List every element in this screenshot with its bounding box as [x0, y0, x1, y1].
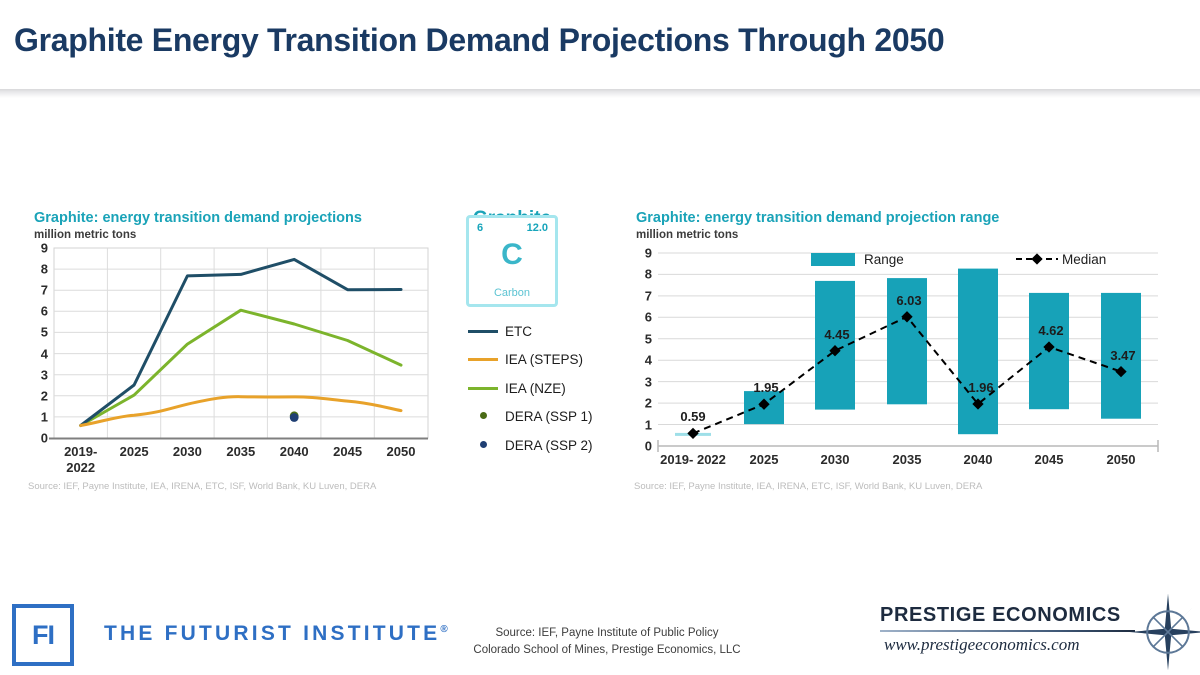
fi-monogram: FI: [32, 620, 55, 650]
right-ytick: 0: [644, 438, 652, 454]
left-ytick: 1: [40, 409, 48, 425]
right-xtick: 2035: [892, 452, 922, 467]
left-chart-title: Graphite: energy transition demand proje…: [34, 210, 362, 226]
point-dera-ssp2: [289, 413, 299, 422]
range-bar: [887, 278, 927, 405]
legend-dot-icon: [468, 436, 498, 454]
left-xtick: 2045: [333, 444, 363, 459]
left-ytick: 4: [40, 346, 48, 362]
series-etc: [79, 257, 403, 427]
header-divider: [0, 89, 1200, 98]
median-value-label: 1.96: [968, 380, 994, 395]
left-plot-area: [49, 247, 429, 440]
left-ytick: 3: [40, 367, 48, 383]
left-xtick: 2030: [172, 444, 202, 459]
left-ytick: 8: [40, 261, 48, 277]
right-ytick: 9: [644, 245, 652, 261]
footer-source-line-2: Colorado School of Mines, Prestige Econo…: [473, 644, 741, 656]
right-xtick: 2019- 2022: [660, 452, 726, 467]
legend-dot-icon: [468, 407, 498, 425]
legend-label: DERA (SSP 1): [505, 408, 593, 424]
legend-item-dera-ssp1[interactable]: DERA (SSP 1): [468, 407, 593, 425]
series-iea-nze: [79, 308, 403, 427]
legend-label-median: Median: [1062, 252, 1107, 267]
legend-label: IEA (STEPS): [505, 351, 584, 367]
right-xtick: 2050: [1106, 452, 1136, 467]
right-ytick: 1: [644, 417, 652, 432]
footer-source: Source: IEF, Payne Institute of Public P…: [462, 625, 752, 659]
legend-item-iea-nze[interactable]: IEA (NZE): [468, 379, 566, 397]
legend-label-range: Range: [864, 252, 904, 267]
left-chart: Graphite: energy transition demand proje…: [16, 196, 616, 496]
legend-label: DERA (SSP 2): [505, 437, 593, 453]
futurist-institute-logo: FI: [12, 604, 74, 666]
legend-item-etc[interactable]: ETC: [468, 322, 532, 340]
right-ytick: 3: [644, 374, 652, 390]
left-xtick: 2035: [226, 444, 256, 459]
right-chart-source: Source: IEF, Payne Institute, IEA, IRENA…: [634, 481, 983, 492]
left-chart-source: Source: IEF, Payne Institute, IEA, IRENA…: [28, 481, 377, 492]
right-plot-area: [657, 252, 1159, 452]
right-ytick: 8: [644, 266, 652, 282]
fi-wordmark-text: THE FUTURIST INSTITUTE: [104, 622, 441, 645]
right-ytick: 5: [644, 331, 652, 347]
footer-source-line-1: Source: IEF, Payne Institute of Public P…: [495, 627, 719, 639]
legend-item-dera-ssp2[interactable]: DERA (SSP 2): [468, 436, 593, 454]
left-ytick: 0: [40, 430, 48, 446]
legend-label: IEA (NZE): [505, 380, 566, 396]
legend-range-swatch: [811, 253, 855, 266]
left-xtick: 2040: [279, 444, 309, 459]
left-ytick: 2: [40, 388, 48, 404]
left-xtick: 2019- 2022: [64, 444, 98, 475]
right-chart-subtitle: million metric tons: [636, 229, 739, 241]
left-chart-subtitle: million metric tons: [34, 229, 137, 241]
legend-line-icon: [468, 329, 498, 333]
registered-trademark-icon: ®: [440, 624, 448, 635]
legend-line-icon: [468, 386, 498, 390]
right-ytick: 6: [644, 309, 652, 325]
element-atomic-number: 6: [477, 222, 484, 234]
right-chart: Graphite: energy transition demand proje…: [626, 196, 1186, 496]
left-ytick: 5: [40, 324, 48, 340]
right-ytick: 2: [644, 395, 652, 411]
median-value-label: 6.03: [896, 293, 922, 308]
prestige-economics-name: PRESTIGE ECONOMICS: [880, 604, 1121, 626]
element-atomic-mass: 12.0: [526, 222, 548, 234]
median-value-label: 4.62: [1038, 323, 1064, 338]
left-ytick: 9: [40, 240, 48, 256]
range-bar: [1101, 292, 1141, 419]
legend-label: ETC: [505, 323, 532, 339]
right-xtick: 2045: [1034, 452, 1064, 467]
legend-item-iea-steps[interactable]: IEA (STEPS): [468, 350, 583, 368]
right-xtick: 2025: [749, 452, 779, 467]
element-symbol: C: [501, 238, 523, 271]
right-chart-title: Graphite: energy transition demand proje…: [636, 210, 1000, 226]
prestige-economics-url: www.prestigeeconomics.com: [884, 635, 1080, 654]
left-xtick: 2050: [386, 444, 416, 459]
left-ytick: 6: [40, 303, 48, 319]
right-ytick: 7: [644, 288, 652, 304]
compass-rose-icon: [1129, 593, 1200, 671]
element-name: Carbon: [493, 287, 531, 299]
left-ytick: 7: [40, 282, 48, 298]
left-xtick: 2025: [119, 444, 149, 459]
element-card: 6 12.0 C Carbon: [466, 215, 558, 307]
median-value-label: 1.95: [753, 380, 779, 395]
prestige-economics-rule: [880, 630, 1135, 632]
right-ytick: 4: [644, 352, 652, 368]
series-iea-steps: [79, 395, 403, 427]
median-value-label: 0.59: [680, 409, 706, 424]
futurist-institute-wordmark: THE FUTURIST INSTITUTE®: [104, 622, 448, 646]
page-title: Graphite Energy Transition Demand Projec…: [14, 22, 945, 58]
right-xtick: 2030: [820, 452, 850, 467]
median-value-label: 3.47: [1110, 348, 1136, 363]
right-xtick: 2040: [963, 452, 993, 467]
legend-line-icon: [468, 357, 498, 361]
median-value-label: 4.45: [824, 327, 850, 342]
slide-header: Graphite Energy Transition Demand Projec…: [0, 0, 1200, 89]
